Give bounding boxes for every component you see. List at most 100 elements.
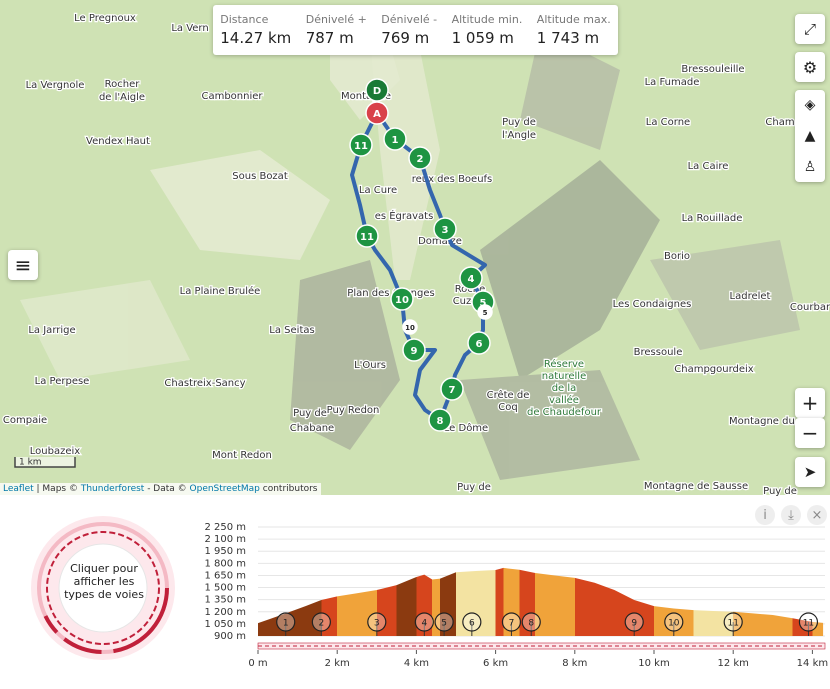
place-label: Puy de <box>502 117 536 128</box>
stat-label: Dénivelé - <box>381 13 438 26</box>
waypoint-circle <box>311 612 331 632</box>
end-marker <box>365 101 389 125</box>
menu-button[interactable]: ≡ <box>8 250 38 280</box>
road-ring-arc <box>37 522 169 654</box>
road-ring-center <box>58 543 148 633</box>
start-marker <box>365 78 389 102</box>
waypoint-circle <box>664 612 684 632</box>
waypoint-label: 11 <box>360 232 374 243</box>
road-types-text[interactable]: Cliquer pour afficher les types de voies <box>64 562 144 601</box>
valley <box>370 40 440 280</box>
y-tick-label: 1 650 m <box>204 570 246 581</box>
stats-box: Distance 14.27 km Dénivelé +787 m Dénivelé … <box>213 5 618 55</box>
place-label: Cham <box>765 117 794 128</box>
attribution: Leaflet | Maps © Thunderforest - Data © … <box>0 483 321 495</box>
layers-icon[interactable]: ◈ <box>804 97 816 114</box>
waypoint-label: 6 <box>476 339 483 350</box>
waypoint <box>433 217 457 241</box>
stat-value: 14.27 km <box>220 29 292 47</box>
waypoint <box>355 224 379 248</box>
stat: Altitude min. 1 059 m <box>452 13 523 55</box>
reserve-label: de la <box>552 383 577 394</box>
poi-icon[interactable]: ♙ <box>803 158 817 175</box>
stat-value: 1 743 m <box>536 29 600 47</box>
attr-text: contributors <box>259 484 318 494</box>
stat: Distance 14.27 km <box>220 13 291 55</box>
stat-label: Altitude max. <box>536 13 611 26</box>
waypoint <box>402 338 426 362</box>
x-tick-label: 14 km <box>797 658 828 669</box>
attr-text: | Maps © <box>33 484 81 494</box>
waypoint-circle <box>434 612 454 632</box>
waypoint <box>428 408 452 432</box>
locate-button[interactable]: ➤ <box>795 457 825 487</box>
waypoint-label: 4 <box>421 619 427 629</box>
waypoint-circle <box>367 612 387 632</box>
stat-value: 769 m <box>381 29 430 47</box>
waypoint-label: 2 <box>318 619 324 629</box>
waypoint <box>390 287 414 311</box>
y-tick-label: 2 100 m <box>204 534 246 545</box>
elevation-chart: 900 m1 050 m1 200 m1 350 m1 500 m1 650 m… <box>204 522 828 669</box>
place-label: Les Condaignes <box>613 299 692 310</box>
road-ring-inner <box>46 531 160 645</box>
place-label: Montagne du Be <box>729 416 811 427</box>
x-tick-label: 0 m <box>248 658 267 669</box>
place-label: La Plaine Brulée <box>180 285 261 297</box>
layers-group[interactable]: ◈ ▲ ♙ <box>795 90 825 182</box>
info-button[interactable]: i <box>755 505 775 525</box>
waypoint-label: 11 <box>727 619 738 629</box>
waypoint <box>467 331 491 355</box>
waypoint-label: 3 <box>442 225 449 236</box>
x-tick-label: 12 km <box>717 658 748 669</box>
thunderforest-link[interactable]: Thunderforest <box>80 484 145 494</box>
terrain-icon[interactable]: ▲ <box>804 127 816 144</box>
waypoint-label: 7 <box>449 385 456 396</box>
km-marker-label: 5 <box>483 309 488 317</box>
waypoint-label: 6 <box>469 619 475 629</box>
place-label: Chastreix-Sancy <box>164 378 245 389</box>
waypoint-label: 4 <box>468 274 475 285</box>
crest-label: Coq <box>498 402 517 413</box>
waypoint <box>440 377 464 401</box>
zoom-in[interactable]: + <box>795 388 825 418</box>
km-marker <box>477 304 493 320</box>
y-tick-label: 2 250 m <box>204 522 246 533</box>
crest-label: Crête de <box>487 389 530 401</box>
place-label: es Égravats <box>375 209 434 222</box>
leaflet-link[interactable]: Leaflet <box>3 484 34 494</box>
close-button[interactable]: × <box>807 505 827 525</box>
place-label: Le Dôme <box>444 422 488 434</box>
place-label: La Rouillade <box>682 213 743 224</box>
place-label: Sous Bozat <box>232 171 288 182</box>
place-label: Ladrelet <box>730 291 771 302</box>
download-button[interactable]: ⤓ <box>781 505 801 525</box>
fullscreen-button[interactable]: ⤢ <box>795 14 825 44</box>
reserve-label: de Chaudefour <box>527 407 602 418</box>
place-label: Puy de <box>293 408 327 419</box>
y-tick-label: 1 050 m <box>204 619 246 630</box>
place-label: La Corne <box>646 117 690 128</box>
place-label: Bressoule <box>634 347 683 358</box>
stat: Altitude max. 1 743 m <box>537 13 611 55</box>
place-label: reux des Boeufs <box>412 174 493 185</box>
waypoint <box>408 146 432 170</box>
place-label: Compaie <box>3 415 47 426</box>
waypoint-circle <box>624 612 644 632</box>
waypoint <box>349 133 373 157</box>
place-label: La Fumade <box>645 77 700 88</box>
zoom-out[interactable]: − <box>795 418 825 448</box>
waypoint-label: 11 <box>354 141 368 152</box>
waypoint-circle <box>798 612 819 632</box>
settings-button[interactable]: ⚙ <box>795 52 825 82</box>
waypoint-circle <box>462 612 482 632</box>
waypoint-label: 5 <box>441 619 447 629</box>
place-label: Vendex Haut <box>86 136 150 147</box>
place-label: Borio <box>664 251 690 262</box>
osm-link[interactable]: OpenStreetMap <box>189 484 260 494</box>
waypoint-label: 7 <box>509 619 515 629</box>
place-label: Courbar <box>790 302 830 313</box>
stat-label: Altitude min. <box>451 13 523 26</box>
